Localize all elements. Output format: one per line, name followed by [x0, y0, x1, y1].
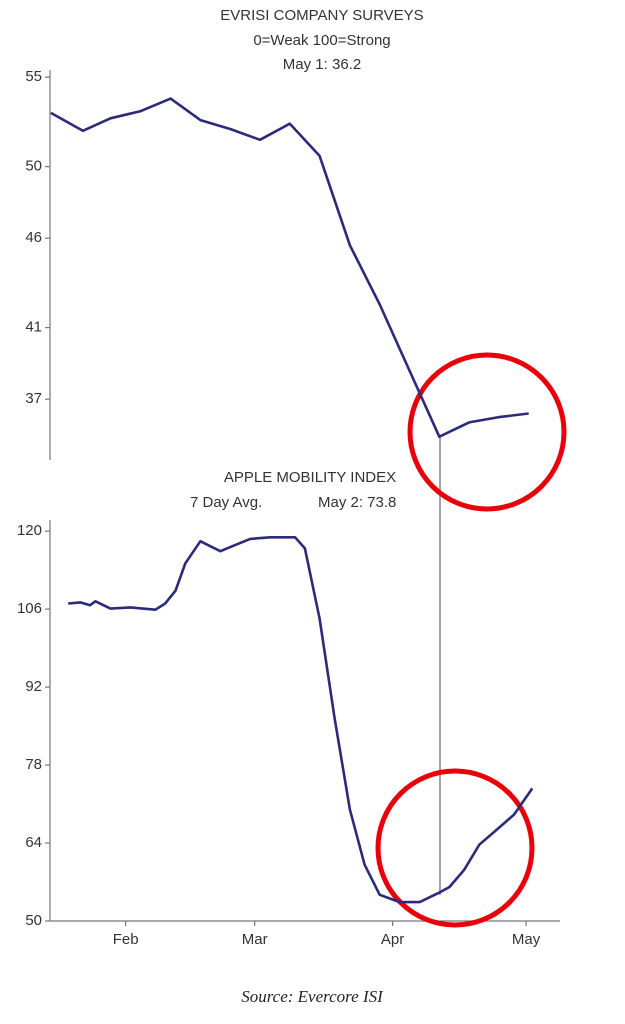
y-tick-label: 92: [25, 678, 42, 695]
chart-title: APPLE MOBILITY INDEX: [224, 469, 396, 486]
x-tick-label: May: [512, 931, 541, 948]
y-tick-label: 50: [25, 912, 42, 929]
chart-subtitle: 0=Weak 100=Strong: [253, 32, 390, 49]
y-tick-label: 41: [25, 319, 42, 336]
y-tick-label: 120: [17, 522, 42, 539]
data-line: [50, 97, 529, 438]
y-tick-label: 106: [17, 600, 42, 617]
chart-subtitle: 7 Day Avg.: [190, 494, 262, 511]
y-tick-label: 64: [25, 834, 42, 851]
y-tick-label: 50: [25, 158, 42, 175]
y-tick-label: 37: [25, 390, 42, 407]
x-tick-label: Feb: [113, 931, 139, 948]
annotation: May 1: 36.2: [283, 56, 361, 73]
chart-title: EVRISI COMPANY SURVEYS: [220, 7, 423, 24]
data-line: [68, 536, 534, 904]
source: Source: Evercore ISI: [241, 987, 384, 1006]
highlight-circle: [407, 352, 567, 512]
annotation: May 2: 73.8: [318, 494, 396, 511]
y-tick-label: 78: [25, 756, 42, 773]
highlight-circle: [375, 768, 535, 928]
x-tick-label: Apr: [381, 931, 404, 948]
y-tick-label: 46: [25, 229, 42, 246]
x-tick-label: Mar: [242, 931, 268, 948]
y-tick-label: 55: [25, 68, 42, 85]
